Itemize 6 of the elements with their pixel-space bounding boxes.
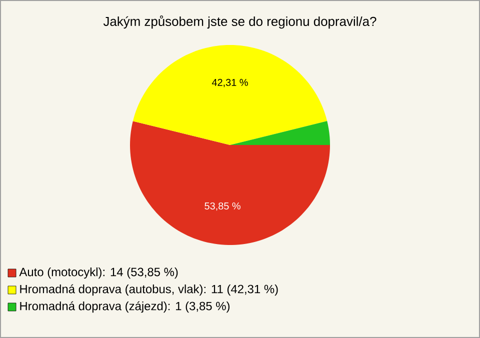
legend-label: Hromadná doprava (autobus, vlak): 11 (42,31 %) — [20, 284, 278, 296]
legend-label: Auto (motocykl): 14 (53,85 %) — [19, 267, 178, 279]
chart-title: Jakým způsobem jste se do regionu dopravil/a? — [103, 15, 376, 29]
data-label: 53,85 % — [204, 202, 240, 211]
data-label: 42,31 % — [212, 78, 248, 88]
legend-label: Hromadná doprava (zájezd): 1 (3,85 %) — [20, 301, 230, 313]
